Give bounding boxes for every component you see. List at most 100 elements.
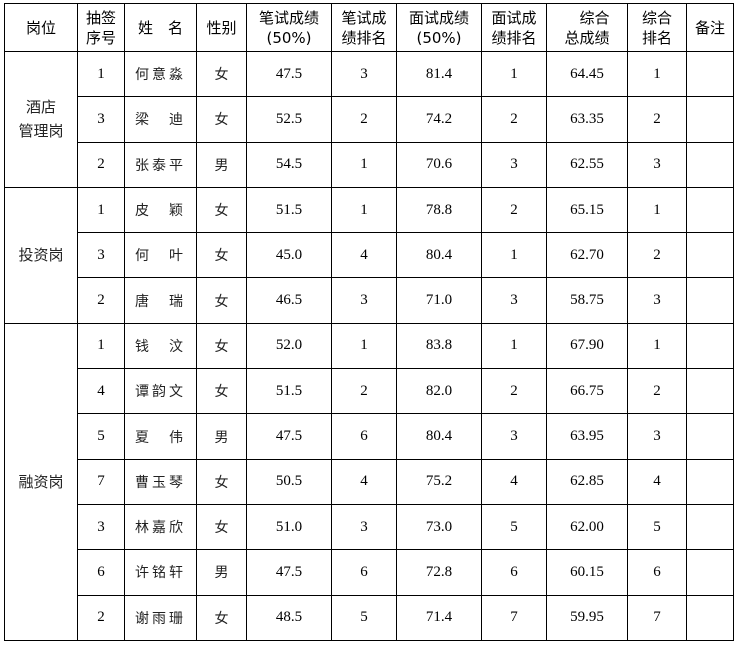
name-cell: 林嘉欣 <box>124 503 197 551</box>
name-cell: 许铭轩 <box>124 549 197 596</box>
draw-cell: 7 <box>77 458 125 505</box>
interview-rank-cell: 3 <box>481 413 547 460</box>
written-cell: 45.0 <box>246 232 332 279</box>
header-name: 姓 名 <box>124 3 197 52</box>
sex-cell: 男 <box>196 413 247 460</box>
draw-cell: 5 <box>77 413 125 460</box>
written-cell: 47.5 <box>246 549 332 596</box>
draw-cell: 1 <box>77 50 125 98</box>
written-cell: 47.5 <box>246 413 332 460</box>
header-text: 性别 <box>206 18 237 37</box>
written-cell: 51.5 <box>246 186 332 234</box>
name-cell: 张泰平 <box>124 141 197 188</box>
sex-cell: 女 <box>196 50 247 98</box>
written-rank-cell: 5 <box>331 594 397 641</box>
header-text: 岗位 <box>25 18 56 37</box>
header-text: 面试成绩(50%) <box>409 8 470 47</box>
sex-cell: 女 <box>196 322 247 370</box>
header-text: 抽签序号 <box>86 8 117 47</box>
header-text: 面试成绩排名 <box>491 8 537 47</box>
interview-rank-cell: 4 <box>481 458 547 505</box>
interview-rank-cell: 2 <box>481 368 547 415</box>
total-cell: 63.95 <box>546 413 628 460</box>
total-rank-cell: 1 <box>627 186 687 234</box>
note-cell <box>686 141 734 188</box>
name-cell: 夏 伟 <box>124 413 197 460</box>
draw-cell: 3 <box>77 96 125 143</box>
header-text: 综合总成绩 <box>564 8 610 47</box>
total-cell: 62.85 <box>546 458 628 505</box>
written-rank-cell: 4 <box>331 232 397 279</box>
header-written-rank: 笔试成绩排名 <box>331 3 397 52</box>
interview-cell: 80.4 <box>396 232 482 279</box>
header-interview-score: 面试成绩(50%) <box>396 3 482 52</box>
interview-cell: 81.4 <box>396 50 482 98</box>
sex-cell: 女 <box>196 186 247 234</box>
interview-rank-cell: 2 <box>481 186 547 234</box>
total-cell: 64.45 <box>546 50 628 98</box>
total-cell: 59.95 <box>546 594 628 641</box>
note-cell <box>686 96 734 143</box>
written-rank-cell: 6 <box>331 413 397 460</box>
interview-cell: 78.8 <box>396 186 482 234</box>
total-cell: 67.90 <box>546 322 628 370</box>
note-cell <box>686 322 734 370</box>
interview-rank-cell: 2 <box>481 96 547 143</box>
total-cell: 65.15 <box>546 186 628 234</box>
interview-rank-cell: 6 <box>481 549 547 596</box>
name-cell: 唐 瑞 <box>124 277 197 324</box>
header-total-rank: 综合排名 <box>627 3 687 52</box>
sex-cell: 女 <box>196 368 247 415</box>
draw-cell: 2 <box>77 594 125 641</box>
total-rank-cell: 3 <box>627 277 687 324</box>
sex-cell: 男 <box>196 141 247 188</box>
header-text: 综合排名 <box>642 8 673 47</box>
interview-rank-cell: 5 <box>481 503 547 551</box>
post-name: 酒店 <box>25 98 56 117</box>
interview-cell: 83.8 <box>396 322 482 370</box>
total-cell: 62.70 <box>546 232 628 279</box>
written-rank-cell: 3 <box>331 503 397 551</box>
table-body: 酒店 管理岗 1 何意淼女 47.5 3 81.4 1 64.45 1 3 梁 迪女 52.5 2 74.2… <box>4 50 734 641</box>
interview-cell: 71.4 <box>396 594 482 641</box>
written-rank-cell: 2 <box>331 368 397 415</box>
written-rank-cell: 6 <box>331 549 397 596</box>
interview-rank-cell: 3 <box>481 277 547 324</box>
written-cell: 51.5 <box>246 368 332 415</box>
header-draw-number: 抽签序号 <box>77 3 125 52</box>
written-rank-cell: 3 <box>331 50 397 98</box>
name-cell: 皮 颖 <box>124 186 197 234</box>
note-cell <box>686 186 734 234</box>
note-cell <box>686 368 734 415</box>
total-cell: 66.75 <box>546 368 628 415</box>
table-row: 投资岗 1 皮 颖女 51.5 1 78.8 2 65.15 1 <box>4 186 734 324</box>
name-cell: 谭韵文 <box>124 368 197 415</box>
header-row: 岗位 抽签序号 姓 名 性别 笔试成绩(50%) 笔试成绩排名 面试成绩(50%) 面试成绩排… <box>4 3 734 52</box>
header-total-score: 综合总成绩 <box>546 3 628 52</box>
interview-cell: 75.2 <box>396 458 482 505</box>
draw-cell: 1 <box>77 186 125 234</box>
total-rank-cell: 4 <box>627 458 687 505</box>
draw-cell: 4 <box>77 368 125 415</box>
draw-cell: 2 <box>77 277 125 324</box>
interview-cell: 72.8 <box>396 549 482 596</box>
written-cell: 52.5 <box>246 96 332 143</box>
table-row: 6 许铭轩男 47.5 6 72.8 6 60.15 6 <box>5 549 734 596</box>
header-note: 备注 <box>686 3 734 52</box>
interview-rank-cell: 1 <box>481 232 547 279</box>
note-cell <box>686 413 734 460</box>
interview-rank-cell: 1 <box>481 50 547 98</box>
header-text: 笔试成绩(50%) <box>259 8 320 47</box>
total-rank-cell: 2 <box>627 368 687 415</box>
sex-cell: 男 <box>196 549 247 596</box>
interview-rank-cell: 1 <box>481 322 547 370</box>
total-rank-cell: 2 <box>627 232 687 279</box>
interview-cell: 70.6 <box>396 141 482 188</box>
written-rank-cell: 1 <box>331 322 397 370</box>
total-rank-cell: 1 <box>627 322 687 370</box>
written-cell: 48.5 <box>246 594 332 641</box>
written-rank-cell: 1 <box>331 186 397 234</box>
